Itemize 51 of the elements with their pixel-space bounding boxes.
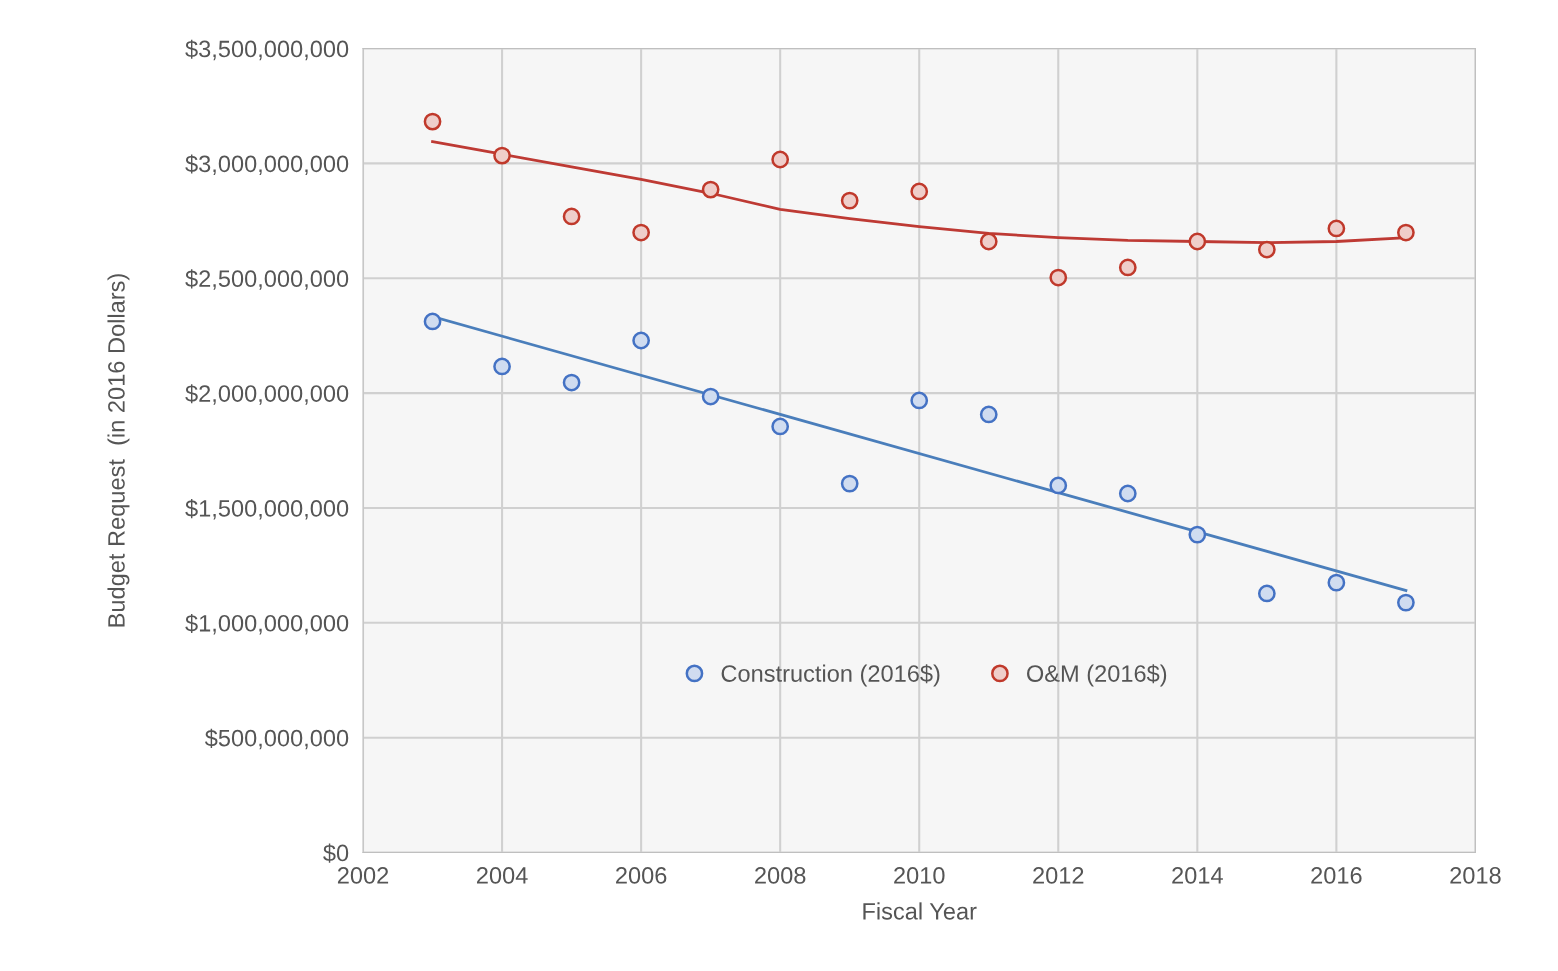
y-tick-label: $500,000,000 [204, 728, 349, 750]
point [840, 474, 859, 493]
point [632, 331, 651, 350]
point [701, 180, 720, 199]
legend-label: O&M (2016$) [1027, 664, 1167, 687]
point [1327, 219, 1346, 238]
point [1118, 258, 1137, 277]
x-tick-label: 2002 [337, 867, 389, 884]
point [1397, 593, 1415, 612]
y-tick-label: $1,000,000,000 [185, 613, 349, 635]
point [1257, 240, 1276, 259]
y-tick-label: $1,500,000,000 [185, 499, 349, 520]
x-tick-label: 2010 [894, 867, 945, 884]
point [1257, 584, 1276, 603]
point [979, 405, 998, 424]
x-tick-label: 2016 [1311, 867, 1362, 884]
point [1049, 476, 1068, 495]
point [1188, 525, 1207, 544]
point [771, 150, 790, 169]
point [1118, 484, 1137, 503]
point [979, 232, 998, 251]
y-tick-label: $0 [323, 843, 349, 863]
point [1397, 223, 1415, 242]
point [840, 191, 859, 210]
point [910, 182, 929, 201]
y-tick-label: $3,000,000,000 [185, 154, 349, 175]
x-tick-label: 2004 [476, 867, 528, 884]
y-tick-label: $2,500,000,000 [185, 269, 349, 290]
point [423, 112, 442, 131]
point [1188, 232, 1207, 251]
point [1049, 268, 1068, 287]
y-tick-label: $3,500,000,000 [185, 39, 349, 61]
x-tick-label: 2018 [1450, 867, 1501, 884]
legend-label: Construction (2016$) [721, 664, 940, 687]
point [1327, 573, 1346, 592]
x-tick-label: 2014 [1172, 867, 1223, 884]
point [910, 391, 929, 410]
point [701, 387, 720, 406]
point [562, 373, 581, 392]
y-axis-title: Budget Request (in 2016 Dollars) [107, 274, 130, 627]
x-tick-label: 2006 [616, 867, 667, 884]
x-tick-label: 2008 [755, 867, 806, 884]
point [493, 357, 511, 376]
point [771, 417, 790, 436]
x-axis-title: Fiscal Year [863, 902, 977, 920]
point [423, 312, 442, 331]
point [632, 223, 651, 242]
point [562, 207, 581, 226]
x-tick-label: 2012 [1033, 867, 1084, 884]
point [493, 146, 511, 165]
y-tick-label: $2,000,000,000 [185, 384, 349, 405]
